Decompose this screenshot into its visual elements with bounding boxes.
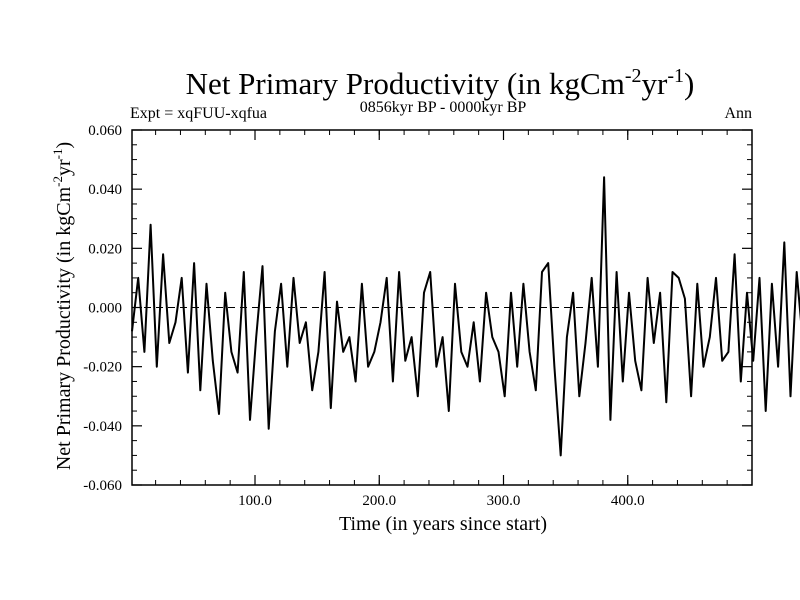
x-tick-label: 300.0: [487, 493, 521, 509]
x-tick-label: 400.0: [611, 493, 645, 509]
x-tick-label: 200.0: [362, 493, 396, 509]
plot-frame: [131, 129, 753, 486]
period-label: 0856kyr BP - 0000kyr BP: [360, 99, 527, 116]
axis-ticks: 100.0 200.0 300.0 400.0 -0.060 -0.040 -0.020 0.…: [83, 123, 752, 509]
experiment-label: Expt = xqFUU-xqfua: [130, 105, 267, 122]
y-tick-label: 0.060: [88, 123, 122, 139]
season-label: Ann: [724, 105, 752, 122]
y-tick-label: -0.060: [83, 478, 122, 494]
npp-series-line: [131, 176, 800, 457]
x-tick-label: 100.0: [238, 493, 272, 509]
y-axis-label: Net Primary Productivity (in kgCm-2yr-1): [50, 142, 75, 470]
y-tick-label: 0.040: [88, 182, 122, 198]
y-tick-label: 0.000: [88, 301, 122, 317]
y-tick-label: 0.020: [88, 241, 122, 257]
y-tick-label: -0.020: [83, 360, 122, 376]
x-axis-label: Time (in years since start): [339, 513, 547, 535]
chart-title: Net Primary Productivity (in kgCm-2yr-1): [186, 65, 695, 101]
y-tick-label: -0.040: [83, 419, 122, 435]
